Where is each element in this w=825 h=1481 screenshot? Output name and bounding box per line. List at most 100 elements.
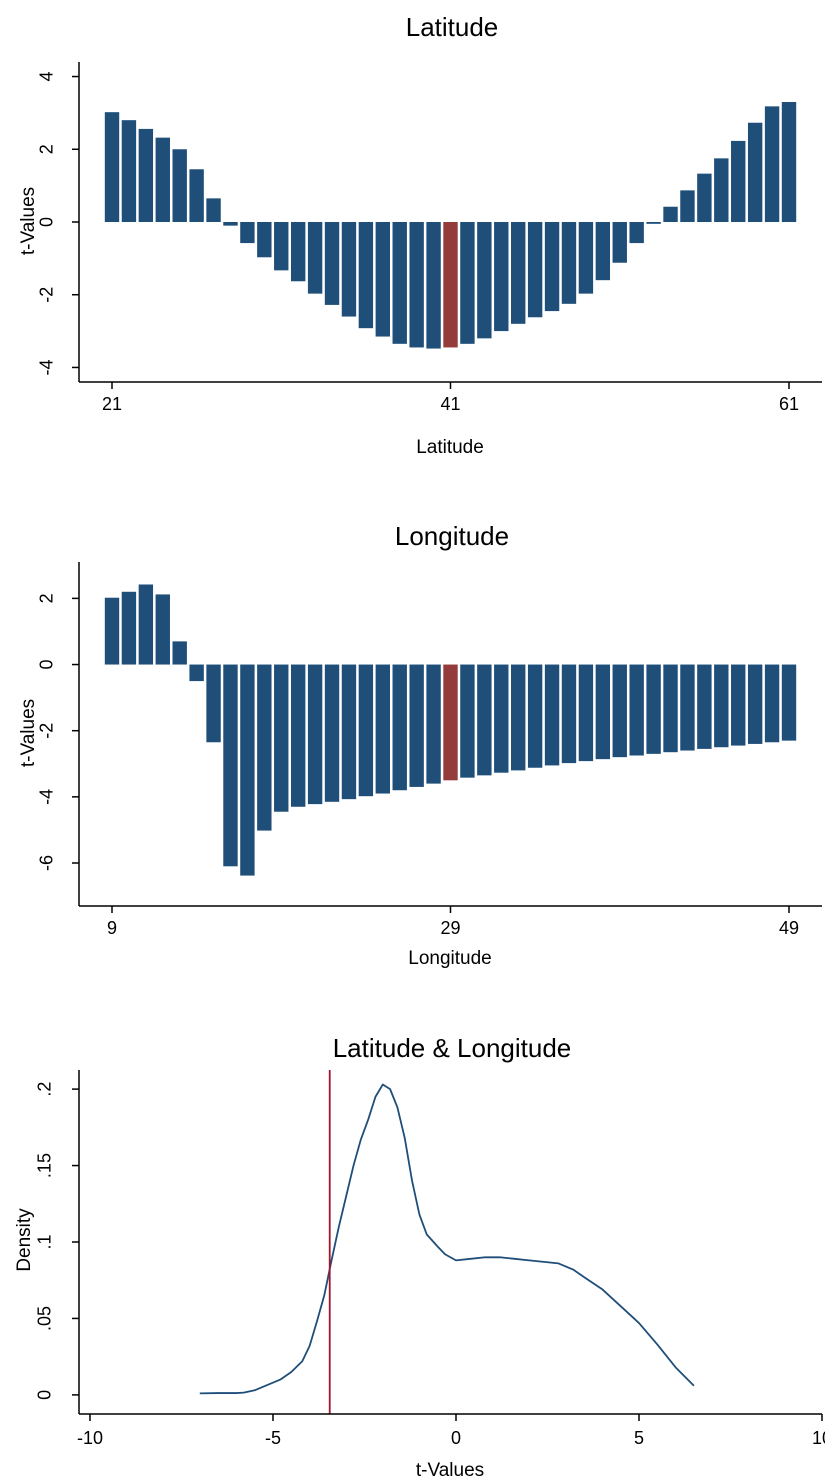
longitude-bar — [307, 664, 323, 805]
density-x-tick-label: 0 — [451, 1428, 461, 1448]
longitude-bar — [764, 664, 780, 743]
longitude-bar — [375, 664, 390, 794]
latitude-bar — [121, 120, 137, 222]
longitude-bar — [527, 664, 543, 768]
density-y-tick-label: .05 — [34, 1306, 54, 1331]
density-x-tick-label: 10 — [812, 1428, 825, 1448]
latitude-bar — [155, 137, 170, 222]
longitude-x-tick-label: 9 — [107, 918, 117, 938]
latitude-bar — [697, 173, 712, 222]
latitude-chart: Latitude -4 -2 0 2 4 21 41 61 Latitude t-Value… — [18, 12, 822, 458]
longitude-x-tick-label: 49 — [779, 918, 799, 938]
latitude-y-tick-label: 4 — [36, 72, 56, 82]
longitude-bar — [561, 664, 577, 764]
longitude-chart: Longitude -6 -4 -2 0 2 9 29 49 Longitude t-Val… — [18, 521, 822, 969]
longitude-bar — [341, 664, 357, 800]
longitude-y-tick-label: 2 — [36, 593, 56, 603]
density-x-ticks: -10 -5 0 5 10 — [77, 1414, 825, 1448]
longitude-chart-title: Longitude — [395, 521, 509, 551]
density-x-tick-label: -10 — [77, 1428, 103, 1448]
latitude-bar — [561, 222, 577, 304]
density-chart: Latitude & Longitude 0 .05 .1 .15 .2 -10 -5 0 5… — [14, 1033, 825, 1481]
latitude-bar — [392, 222, 407, 344]
longitude-bars — [104, 584, 797, 876]
latitude-bar — [747, 122, 763, 222]
density-curve — [199, 1083, 695, 1395]
longitude-x-axis-label: Longitude — [408, 948, 491, 969]
latitude-y-tick-label: 0 — [36, 217, 56, 227]
longitude-bar — [629, 664, 644, 756]
density-chart-title: Latitude & Longitude — [333, 1033, 572, 1063]
latitude-bar — [274, 222, 289, 271]
latitude-bar — [358, 222, 374, 329]
latitude-bar — [629, 222, 644, 244]
longitude-bar — [104, 597, 120, 665]
longitude-bar — [409, 664, 424, 787]
latitude-bar — [714, 158, 729, 222]
longitude-bar — [511, 664, 526, 771]
density-y-tick-label: .15 — [34, 1153, 54, 1178]
longitude-bar — [324, 664, 340, 802]
latitude-y-tick-label: -4 — [36, 359, 56, 375]
latitude-bar — [527, 222, 543, 318]
latitude-bar — [663, 206, 678, 222]
longitude-bar — [680, 664, 695, 751]
latitude-x-tick-label: 61 — [779, 394, 799, 414]
density-x-tick-label: -5 — [265, 1428, 281, 1448]
latitude-y-axis-label: t-Values — [18, 187, 39, 255]
longitude-x-tick-label: 29 — [440, 918, 460, 938]
latitude-bar — [409, 222, 424, 348]
longitude-x-ticks: 9 29 49 — [107, 906, 799, 938]
longitude-bar — [612, 664, 627, 758]
longitude-bar — [714, 664, 729, 748]
latitude-bar — [341, 222, 357, 317]
latitude-chart-title: Latitude — [406, 12, 499, 42]
longitude-bar — [477, 664, 492, 776]
latitude-bar — [544, 222, 560, 312]
latitude-bar — [138, 128, 154, 222]
latitude-bar — [578, 222, 594, 294]
latitude-bar — [375, 222, 390, 337]
latitude-bar — [781, 102, 797, 222]
latitude-x-tick-label: 41 — [440, 394, 460, 414]
latitude-bar — [680, 190, 695, 222]
latitude-bar — [426, 222, 441, 349]
density-plot-area — [199, 1070, 695, 1414]
longitude-bar — [663, 664, 678, 753]
longitude-y-tick-label: -2 — [36, 723, 56, 739]
longitude-bar — [460, 664, 475, 778]
latitude-bar — [206, 198, 221, 222]
density-y-tick-label: .2 — [34, 1082, 54, 1097]
longitude-bar — [781, 664, 797, 741]
latitude-bars — [104, 102, 797, 349]
longitude-y-tick-label: 0 — [36, 660, 56, 670]
longitude-y-axis-label: t-Values — [18, 699, 39, 767]
latitude-bar — [223, 222, 238, 226]
longitude-bar — [138, 584, 154, 665]
longitude-bar — [747, 664, 763, 744]
latitude-bar — [646, 222, 661, 224]
latitude-x-ticks: 21 41 61 — [102, 382, 799, 414]
latitude-y-tick-label: -2 — [36, 287, 56, 303]
longitude-bar — [443, 664, 458, 781]
latitude-bar — [172, 149, 187, 222]
longitude-bar — [646, 664, 661, 754]
longitude-y-tick-label: -4 — [36, 789, 56, 805]
longitude-bar — [206, 664, 221, 743]
longitude-bar — [223, 664, 238, 867]
longitude-bar — [358, 664, 374, 797]
latitude-bar — [307, 222, 323, 294]
longitude-bar — [189, 664, 204, 682]
latitude-bar — [290, 222, 306, 282]
latitude-x-axis-label: Latitude — [416, 437, 484, 458]
latitude-bar — [612, 222, 627, 263]
latitude-bar — [511, 222, 526, 324]
density-x-tick-label: 5 — [634, 1428, 644, 1448]
longitude-y-tick-label: -6 — [36, 855, 56, 871]
longitude-y-ticks: -6 -4 -2 0 2 — [36, 593, 79, 871]
latitude-bar — [189, 169, 204, 222]
density-y-tick-label: 0 — [34, 1390, 54, 1400]
longitude-bar — [121, 591, 137, 665]
longitude-bar — [172, 641, 187, 665]
